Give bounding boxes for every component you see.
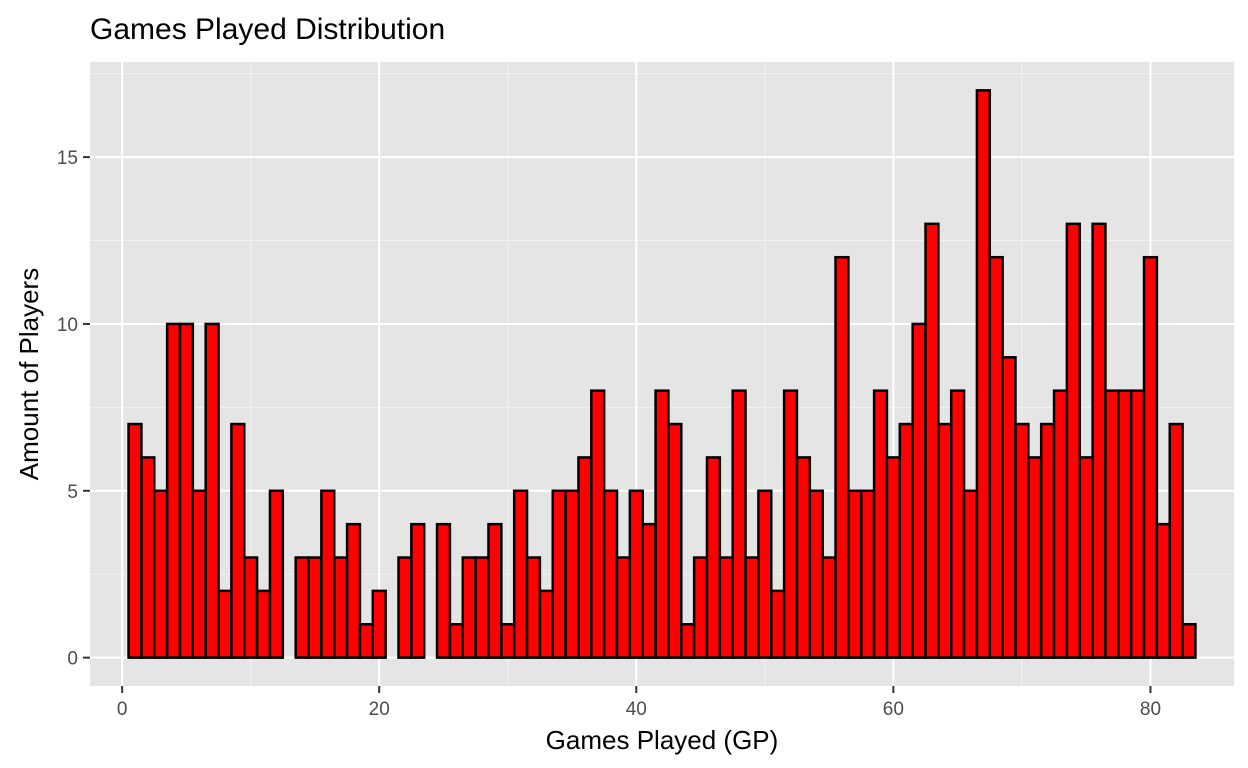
histogram-bar (217, 589, 233, 659)
x-tick-label: 40 (626, 699, 647, 720)
histogram-bar (204, 322, 220, 659)
histogram-bar (1168, 422, 1184, 659)
histogram-bar (178, 322, 195, 659)
y-tick-label: 15 (57, 148, 78, 169)
histogram-bar (808, 489, 824, 659)
y-tick-label: 0 (67, 649, 78, 670)
histogram-bar (731, 389, 747, 659)
histogram-bar (242, 556, 259, 659)
y-tick-label: 5 (67, 482, 78, 503)
histogram-bar (680, 623, 696, 659)
histogram-bar (975, 89, 992, 659)
histogram-bar (834, 255, 850, 659)
histogram-bar (461, 556, 477, 659)
histogram-bar (885, 456, 902, 659)
histogram-bar (191, 489, 207, 659)
histogram-bar (949, 389, 966, 659)
histogram-bar (602, 489, 619, 659)
histogram-bar (1065, 222, 1082, 659)
histogram-bar (165, 322, 182, 659)
histogram-bar (512, 489, 529, 659)
x-tick-label: 20 (369, 699, 390, 720)
histogram-bar (1078, 456, 1094, 659)
histogram-bar (1104, 389, 1120, 659)
histogram-bar (358, 623, 375, 659)
histogram-bar (153, 489, 169, 659)
histogram-bar (435, 522, 452, 659)
histogram-bar (345, 522, 362, 659)
x-tick-label: 80 (1140, 699, 1161, 720)
histogram-bar (397, 556, 413, 659)
histogram-bar (872, 389, 889, 659)
histogram-bar (821, 556, 837, 659)
histogram-bar (255, 589, 272, 659)
histogram-bar (1155, 522, 1171, 659)
histogram-bar (1091, 222, 1107, 659)
histogram-bar (538, 589, 554, 659)
x-tick-label: 0 (117, 699, 128, 720)
histogram-bar (1129, 389, 1146, 659)
histogram-bar (1027, 456, 1043, 659)
histogram-bar (628, 489, 644, 659)
histogram-bar (332, 556, 349, 659)
histogram-bar (770, 589, 786, 659)
histogram-bar (667, 422, 683, 659)
histogram-bar (294, 556, 310, 659)
histogram-bar (744, 556, 760, 659)
histogram-bar (924, 222, 940, 659)
histogram-bar (140, 456, 156, 659)
histogram-bar (410, 522, 426, 659)
histogram-bar (847, 489, 863, 659)
x-axis-title: Games Played (GP) (546, 725, 779, 755)
histogram-bar (564, 489, 580, 659)
histogram-bar (757, 489, 773, 659)
histogram-bar (654, 389, 670, 659)
histogram-bar (859, 489, 876, 659)
histogram-bar (371, 589, 387, 659)
histogram-bar (268, 489, 285, 659)
x-axis: 0 20 40 60 80 (117, 686, 1161, 720)
histogram-bar (615, 556, 632, 659)
histogram-bar (1052, 389, 1069, 659)
histogram-bar (500, 623, 516, 659)
histogram-bar (898, 422, 914, 659)
histogram-bar (577, 456, 593, 659)
histogram-bar (795, 456, 812, 659)
histogram-bar (937, 422, 953, 659)
histogram-bar (474, 556, 490, 659)
histogram-bar (1181, 623, 1197, 659)
y-axis: 0 5 10 15 (57, 148, 90, 670)
histogram-bar (1039, 422, 1056, 659)
histogram-bar (448, 623, 465, 659)
histogram-bar (641, 522, 657, 659)
chart-title: Games Played Distribution (90, 13, 445, 46)
histogram-bar (718, 556, 734, 659)
histogram-bar (127, 422, 143, 659)
y-axis-title: Amount of Players (14, 268, 44, 480)
histogram-bar (307, 556, 323, 659)
histogram-bar (705, 456, 722, 659)
histogram-bar (590, 389, 606, 659)
histogram-bar (1001, 356, 1017, 659)
histogram-bar (911, 322, 927, 659)
histogram-bar (1142, 255, 1159, 659)
x-tick-label: 60 (883, 699, 904, 720)
y-tick-label: 10 (57, 315, 78, 336)
histogram-bar (692, 556, 709, 659)
histogram-bar (525, 556, 542, 659)
histogram-bar (988, 255, 1004, 659)
histogram-bar (320, 489, 336, 659)
histogram-bar (962, 489, 979, 659)
histogram-bar (782, 389, 799, 659)
histogram-bar (230, 422, 246, 659)
histogram-bar (551, 489, 567, 659)
histogram-bar (1117, 389, 1133, 659)
histogram-bar (1014, 422, 1030, 659)
histogram-bars (127, 89, 1197, 659)
histogram-bar (487, 522, 503, 659)
